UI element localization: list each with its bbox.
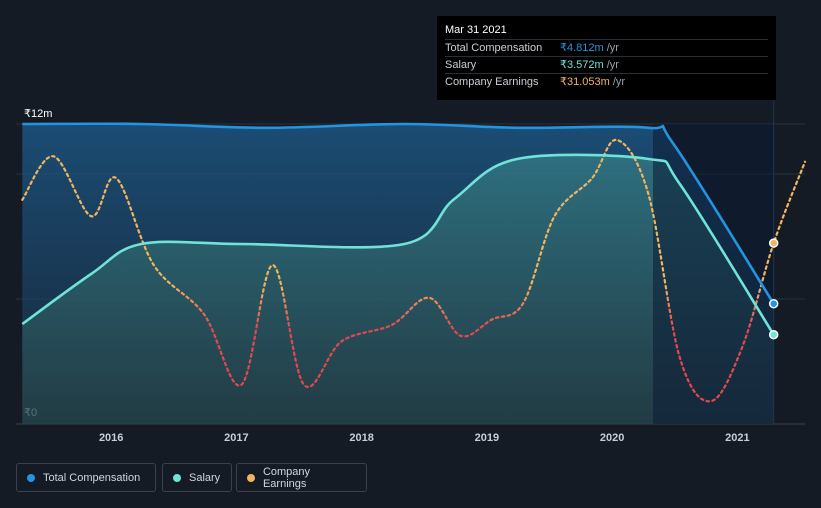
legend-dot-icon — [173, 473, 181, 482]
y-tick-label: ₹12m — [24, 108, 52, 120]
chart-tooltip: Mar 31 2021 Total Compensation ₹4.812m /… — [437, 16, 776, 100]
x-tick-label: 2016 — [99, 432, 123, 444]
tooltip-row-company-earnings: Company Earnings ₹31.053m /yr — [445, 74, 768, 90]
tooltip-unit: /yr — [606, 42, 619, 54]
x-tick-label: 2018 — [349, 432, 373, 444]
tooltip-date: Mar 31 2021 — [445, 21, 768, 40]
tooltip-value: ₹4.812m — [560, 42, 604, 54]
tooltip-row-total-compensation: Total Compensation ₹4.812m /yr — [445, 40, 768, 57]
company-earnings-line — [21, 138, 807, 403]
legend-label: Salary — [189, 471, 221, 484]
tooltip-value: ₹3.572m — [560, 59, 604, 71]
x-tick-label: 2019 — [475, 432, 499, 444]
company-earnings-point — [768, 238, 779, 248]
total-compensation-line — [22, 122, 775, 305]
tooltip-unit: /yr — [606, 59, 619, 71]
total-compensation-point — [768, 298, 779, 309]
legend-item-total-compensation[interactable]: Total Compensation — [16, 463, 156, 492]
x-tick-label: 2017 — [224, 432, 248, 444]
x-tick-label: 2020 — [600, 432, 624, 444]
tooltip-label: Company Earnings — [445, 76, 539, 88]
legend-label: Company Earnings — [262, 465, 311, 490]
legend-dot-icon — [247, 473, 255, 482]
tooltip-row-salary: Salary ₹3.572m /yr — [445, 57, 768, 74]
salary-point — [768, 329, 779, 340]
salary-area — [22, 154, 774, 424]
legend-item-salary[interactable]: Salary — [162, 463, 232, 492]
tooltip-label: Total Compensation — [445, 42, 543, 54]
salary-line — [21, 153, 775, 336]
tooltip-label: Salary — [445, 59, 477, 71]
x-tick-label: 2021 — [725, 432, 749, 444]
legend-label: Total Compensation — [43, 471, 141, 484]
tooltip-value: ₹31.053m — [560, 76, 610, 88]
legend-dot-icon — [27, 473, 35, 482]
tooltip-unit: /yr — [612, 76, 626, 88]
legend-item-company-earnings[interactable]: Company Earnings — [236, 463, 367, 492]
